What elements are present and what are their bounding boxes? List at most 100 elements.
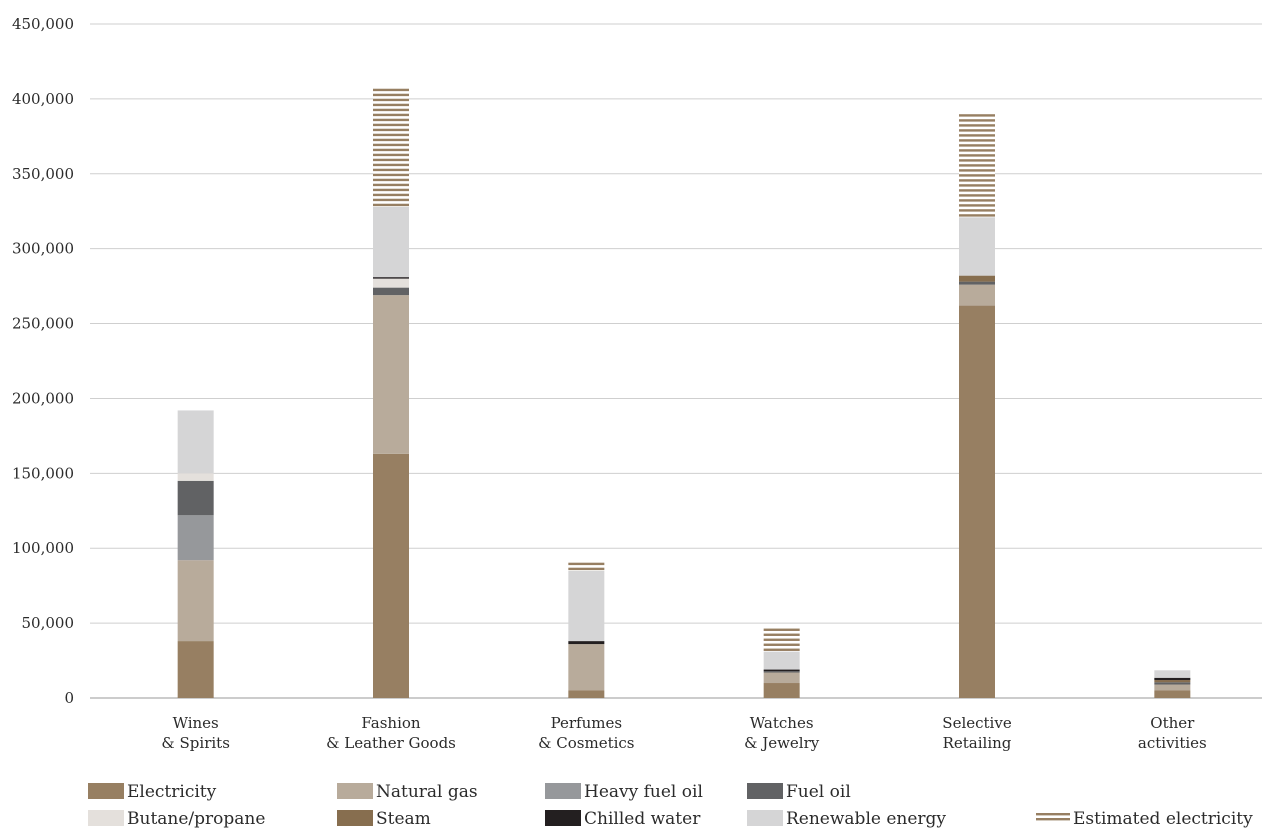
legend-swatch — [545, 783, 581, 799]
bar-selective-retailing-estimated-electricity-stripe — [959, 179, 995, 182]
bars — [177, 86, 1191, 698]
bar-fashion-leather-goods-electricity — [373, 453, 409, 698]
x-category-label-line: Perfumes — [551, 714, 622, 732]
bar-watches-jewelry-estimated-electricity-stripe — [763, 633, 800, 636]
x-category-label: Selective Retailing — [942, 714, 1012, 752]
bar-fashion-leather-goods-estimated-electricity-stripe — [373, 88, 409, 92]
y-tick-label: 50,000 — [22, 614, 75, 632]
bar-fashion-leather-goods-estimated-electricity-stripe — [373, 198, 409, 202]
legend-label: Butane/propane — [127, 809, 265, 829]
legend-item-natural-gas: Natural gas — [337, 782, 478, 802]
legend-swatch-stripe — [1036, 818, 1070, 821]
x-category-label-line: Wines — [173, 714, 219, 732]
bar-fashion-leather-goods-chilled-water — [373, 277, 409, 279]
legend-item-chilled-water: Chilled water — [545, 809, 701, 829]
legend-swatch — [337, 783, 373, 799]
bar-wines-spirits-renewable-energy — [177, 410, 214, 474]
y-tick-label: 450,000 — [12, 15, 74, 33]
y-tick-label: 200,000 — [12, 389, 74, 407]
bar-perfumes-cosmetics-renewable-energy — [568, 570, 605, 642]
bar-fashion-leather-goods-estimated-electricity-stripe — [373, 113, 409, 117]
bar-wines-spirits-heavy-fuel-oil — [177, 515, 214, 561]
legend-item-estimated-electricity: Estimated electricity — [1036, 809, 1253, 829]
bar-perfumes-cosmetics-estimated-electricity-bg — [568, 563, 605, 571]
y-tick-label: 150,000 — [12, 464, 74, 482]
bar-wines-spirits-butane-propane — [177, 473, 214, 481]
bar-selective-retailing-electricity — [959, 305, 995, 698]
bar-selective-retailing-estimated-electricity-stripe — [959, 114, 995, 117]
bar-watches-jewelry-fuel-oil — [763, 671, 800, 673]
bar-wines-spirits-electricity — [177, 641, 214, 698]
bar-selective-retailing-estimated-electricity-stripe — [959, 119, 995, 122]
x-category-label-line: & Jewelry — [744, 734, 820, 752]
x-category-label: Perfumes & Cosmetics — [538, 714, 634, 752]
gridlines — [90, 23, 1262, 699]
legend-swatch — [545, 810, 581, 826]
legend-item-fuel-oil: Fuel oil — [747, 782, 851, 802]
x-category-label: Watches & Jewelry — [744, 714, 820, 752]
bar-perfumes-cosmetics-chilled-water — [568, 641, 605, 645]
bar-selective-retailing-estimated-electricity-stripe — [959, 154, 995, 157]
bar-other-activities-fuel-oil — [1154, 682, 1191, 685]
legend-swatch — [88, 810, 124, 826]
y-tick-label: 100,000 — [12, 539, 74, 557]
legend-label: Renewable energy — [786, 809, 946, 829]
bar-fashion-leather-goods-natural-gas — [373, 295, 409, 454]
bar-selective-retailing-estimated-electricity-stripe — [959, 174, 995, 177]
legend: Electricity Natural gas Heavy fuel oil Fuel… — [88, 782, 1253, 829]
bar-selective-retailing-estimated-electricity-stripe — [959, 209, 995, 212]
x-category-label-line: & Spirits — [161, 734, 230, 752]
legend-item-steam: Steam — [337, 809, 431, 829]
bar-perfumes-cosmetics-natural-gas — [568, 644, 605, 691]
bar-fashion-leather-goods-estimated-electricity-stripe — [373, 148, 409, 152]
x-category-label-line: Other — [1150, 714, 1195, 732]
bar-watches-jewelry-estimated-electricity-stripe — [763, 643, 800, 646]
legend-swatch-stripe — [1036, 813, 1070, 816]
bar-fashion-leather-goods-estimated-electricity-stripe — [373, 168, 409, 172]
y-tick-label: 350,000 — [12, 165, 74, 183]
bar-selective-retailing-estimated-electricity — [959, 110, 995, 218]
bar-selective-retailing-estimated-electricity-stripe — [959, 144, 995, 147]
bar-fashion-leather-goods-estimated-electricity — [373, 86, 409, 207]
x-category-label-line: Retailing — [943, 734, 1012, 752]
bar-wines-spirits-fuel-oil — [177, 480, 214, 516]
bar-fashion-leather-goods-estimated-electricity-stripe — [373, 93, 409, 97]
bar-watches-jewelry-renewable-energy — [763, 651, 800, 670]
legend-swatch — [747, 783, 783, 799]
bar-fashion-leather-goods-estimated-electricity-stripe — [373, 138, 409, 142]
bar-selective-retailing-estimated-electricity-stripe — [959, 204, 995, 207]
x-category-label: Other activities — [1138, 714, 1207, 752]
legend-label: Electricity — [127, 782, 217, 802]
legend-label: Steam — [376, 809, 431, 829]
bar-watches-jewelry-electricity — [763, 683, 800, 698]
x-axis: Wines & Spirits Fashion & Leather Goods Perf… — [161, 714, 1206, 752]
legend-item-heavy-fuel-oil: Heavy fuel oil — [545, 782, 703, 802]
bar-perfumes-cosmetics-electricity — [568, 690, 605, 698]
bar-selective-retailing-estimated-electricity-stripe — [959, 159, 995, 162]
legend-item-butane-propane: Butane/propane — [88, 809, 265, 829]
y-tick-label: 250,000 — [12, 315, 74, 333]
bar-fashion-leather-goods-estimated-electricity-stripe — [373, 193, 409, 197]
legend-label: Natural gas — [376, 782, 478, 802]
x-category-label-line: Selective — [942, 714, 1012, 732]
bar-other-activities-renewable-energy — [1154, 670, 1191, 678]
bar-selective-retailing-estimated-electricity-stripe — [959, 184, 995, 187]
bar-watches-jewelry-estimated-electricity-stripe — [763, 628, 800, 631]
bar-selective-retailing-fuel-oil — [959, 281, 995, 285]
x-category-label: Fashion & Leather Goods — [326, 714, 456, 752]
bar-perfumes-cosmetics-estimated-electricity — [568, 562, 605, 571]
bar-fashion-leather-goods-estimated-electricity-stripe — [373, 123, 409, 127]
bar-selective-retailing-estimated-electricity-stripe — [959, 214, 995, 217]
bar-fashion-leather-goods-estimated-electricity-stripe — [373, 173, 409, 177]
bar-fashion-leather-goods-estimated-electricity-stripe — [373, 118, 409, 122]
legend-label: Heavy fuel oil — [584, 782, 703, 802]
legend-item-renewable-energy: Renewable energy — [747, 809, 946, 829]
bar-other-activities-chilled-water — [1154, 677, 1191, 681]
bar-fashion-leather-goods-estimated-electricity-stripe — [373, 153, 409, 157]
bar-other-activities-natural-gas — [1154, 684, 1191, 691]
bar-selective-retailing-estimated-electricity-stripe — [959, 149, 995, 152]
bar-selective-retailing-estimated-electricity-stripe — [959, 164, 995, 167]
bar-fashion-leather-goods-estimated-electricity-stripe — [373, 143, 409, 147]
bar-selective-retailing-renewable-energy — [959, 217, 995, 276]
